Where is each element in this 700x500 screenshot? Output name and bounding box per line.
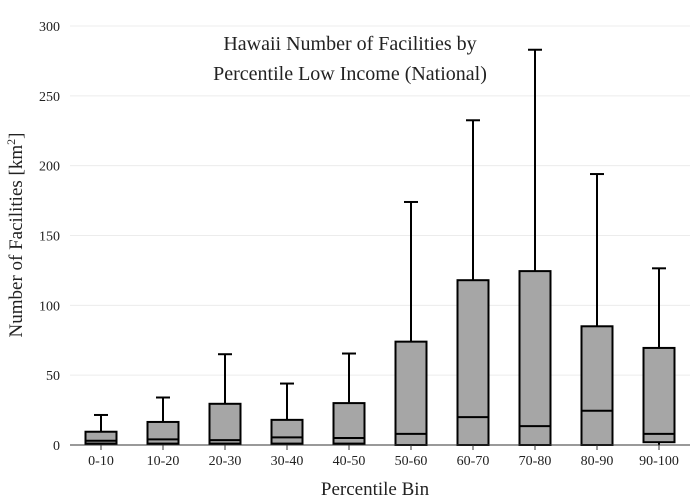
x-tick-label: 60-70 (457, 454, 490, 469)
y-tick-label: 50 (46, 369, 60, 384)
box-iqr (580, 325, 614, 446)
y-axis-title-text: Number of Facilities (6, 180, 27, 337)
x-tick-label: 90-100 (639, 454, 679, 469)
y-tick-label: 300 (39, 20, 60, 35)
y-tick-label: 150 (39, 230, 60, 245)
box-iqr (394, 340, 428, 446)
x-tick-label: 10-20 (147, 454, 180, 469)
y-axis-title-unit: km (6, 145, 27, 170)
x-tick-label: 40-50 (333, 454, 366, 469)
box-50-60 (394, 200, 428, 446)
x-axis-title: Percentile Bin (321, 479, 430, 500)
y-tick-label: 0 (53, 439, 60, 454)
box-series (84, 48, 676, 446)
box-60-70 (456, 119, 490, 446)
box-20-30 (208, 353, 242, 445)
y-axis-ticks: 0 50 100 150 200 250 300 (39, 20, 60, 454)
y-tick-label: 200 (39, 160, 60, 175)
y-axis-title: Number of Facilities [km2] (4, 133, 27, 338)
box-90-100 (642, 267, 676, 445)
x-tick-label: 80-90 (581, 454, 614, 469)
box-80-90 (580, 173, 614, 446)
box-iqr (270, 418, 304, 445)
box-iqr (332, 402, 366, 445)
x-tick-label: 70-80 (519, 454, 552, 469)
y-axis-title-unit-sup: 2 (4, 139, 18, 145)
box-30-40 (270, 382, 304, 445)
y-tick-label: 250 (39, 90, 60, 105)
x-tick-label: 20-30 (209, 454, 242, 469)
chart-title-line-2: Percentile Low Income (National) (213, 63, 487, 85)
box-iqr (518, 270, 552, 446)
box-0-10 (84, 413, 118, 445)
box-70-80 (518, 48, 552, 446)
box-iqr (208, 402, 242, 445)
box-iqr (456, 279, 490, 446)
box-40-50 (332, 352, 366, 445)
box-iqr (146, 420, 180, 445)
y-tick-label: 100 (39, 299, 60, 314)
chart-title-line-1: Hawaii Number of Facilities by (223, 33, 476, 55)
x-tick-label: 0-10 (88, 454, 114, 469)
box-iqr (84, 430, 118, 445)
x-tick-label: 50-60 (395, 454, 428, 469)
x-axis-ticks: 0-10 10-20 20-30 30-40 40-50 50-60 60-70 70-80 8… (88, 445, 679, 469)
x-tick-label: 30-40 (271, 454, 304, 469)
box-10-20 (146, 396, 180, 445)
box-iqr (642, 346, 676, 444)
